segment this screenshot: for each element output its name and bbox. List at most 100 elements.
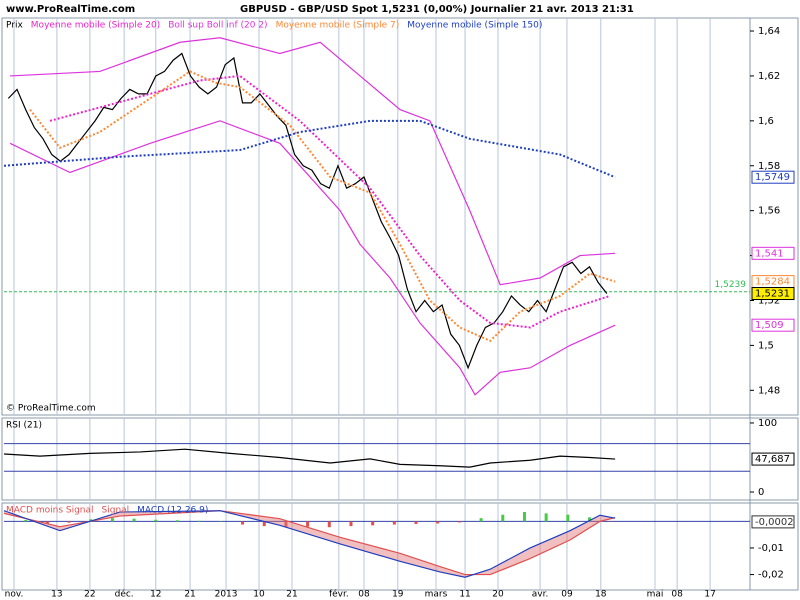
site-name: www.ProRealTime.com bbox=[6, 4, 135, 15]
level-label: 1,5239 bbox=[715, 280, 747, 290]
series-line bbox=[10, 37, 616, 286]
histogram-bar bbox=[501, 514, 505, 522]
x-tick-label: mars bbox=[425, 590, 448, 600]
y-tick-label: 1,56 bbox=[758, 206, 780, 217]
histogram-bar bbox=[219, 521, 223, 522]
series-line bbox=[3, 510, 616, 576]
panel-frame bbox=[1, 417, 799, 501]
histogram-bar bbox=[154, 519, 158, 522]
legend-entry: MACD moins Signal bbox=[6, 506, 94, 516]
y-tick-label: -0,02 bbox=[758, 570, 784, 581]
x-tick-label: 21 bbox=[286, 590, 297, 600]
histogram-bar bbox=[349, 521, 353, 527]
value-marker bbox=[751, 246, 795, 260]
histogram-bar bbox=[327, 521, 331, 528]
panel-frame bbox=[1, 17, 799, 416]
histogram-bar bbox=[284, 521, 288, 528]
x-tick-label: 21 bbox=[184, 590, 195, 600]
histogram-bar bbox=[306, 521, 310, 527]
x-tick-label: 11 bbox=[459, 590, 470, 600]
series-line bbox=[3, 448, 616, 468]
value-marker-label: 1,5284 bbox=[755, 277, 790, 288]
x-tick-label: 18 bbox=[595, 590, 607, 600]
histogram-bar bbox=[436, 521, 440, 524]
x-tick-label: avr. bbox=[532, 590, 549, 600]
y-tick-label: 1,52 bbox=[758, 295, 780, 306]
histogram-bar bbox=[67, 521, 71, 523]
histogram-bar bbox=[89, 519, 93, 522]
x-tick-label: 19 bbox=[392, 590, 404, 600]
histogram-bar bbox=[197, 520, 201, 522]
histogram-bar bbox=[522, 512, 526, 522]
series-line bbox=[49, 74, 611, 329]
value-marker-label: 47,687 bbox=[755, 454, 790, 465]
x-tick-label: 22 bbox=[84, 590, 95, 600]
histogram-bar bbox=[414, 521, 418, 525]
x-tick-label: 17 bbox=[704, 590, 715, 600]
y-tick-label: 1,62 bbox=[758, 71, 780, 82]
histogram-bar bbox=[262, 521, 266, 527]
histogram-bar bbox=[588, 517, 592, 522]
x-tick-label: 20 bbox=[492, 590, 504, 600]
legend-entry: RSI (21) bbox=[6, 421, 42, 431]
x-tick-label: 08 bbox=[358, 590, 370, 600]
panel-frame bbox=[1, 502, 799, 591]
series-line bbox=[3, 510, 616, 578]
x-tick-label: déc. bbox=[115, 589, 134, 600]
value-marker bbox=[751, 287, 795, 301]
y-tick-label: 0 bbox=[758, 487, 764, 498]
credit: © ProRealTime.com bbox=[6, 404, 96, 414]
x-tick-label: 08 bbox=[671, 590, 683, 600]
y-tick-label: 100 bbox=[758, 418, 777, 429]
x-tick-label: mai bbox=[647, 590, 664, 600]
histogram-bar bbox=[24, 520, 28, 522]
y-tick-label: 1,6 bbox=[758, 116, 774, 127]
histogram-bar bbox=[175, 520, 179, 522]
x-tick-label: 12 bbox=[150, 590, 161, 600]
value-marker bbox=[751, 318, 795, 332]
value-marker bbox=[751, 515, 795, 529]
histogram-bar bbox=[132, 518, 136, 522]
value-marker-label: 1,541 bbox=[755, 248, 784, 259]
series-line bbox=[7, 52, 608, 370]
histogram-bar bbox=[544, 513, 548, 522]
legend-entry: Moyenne mobile (Simple 150) bbox=[407, 21, 542, 31]
value-marker-label: -0,0002 bbox=[755, 517, 794, 528]
value-marker-label: 1,5749 bbox=[755, 172, 790, 183]
histogram-bar bbox=[566, 514, 570, 522]
histogram-bar bbox=[371, 521, 375, 526]
y-tick-label: 1,48 bbox=[758, 385, 780, 396]
legend-entry: Boll sup Boll inf (20 2) bbox=[168, 21, 267, 31]
histogram-bar bbox=[241, 521, 245, 525]
y-tick-label: 1,64 bbox=[758, 26, 780, 37]
histogram-bar bbox=[479, 518, 483, 522]
y-tick-label: -0,01 bbox=[758, 543, 784, 554]
histogram-bar bbox=[457, 521, 461, 523]
y-tick-label: 1,58 bbox=[758, 161, 780, 172]
legend-entry: Signal bbox=[102, 506, 130, 516]
value-marker bbox=[751, 452, 795, 466]
x-tick-label: 2013 bbox=[215, 590, 238, 600]
legend-entry: MACD (12 26 9) bbox=[137, 506, 208, 516]
y-tick-label: 1,5 bbox=[758, 340, 774, 351]
x-tick-label: 09 bbox=[561, 590, 573, 600]
histogram-bar bbox=[392, 521, 396, 525]
x-tick-label: févr. bbox=[329, 589, 349, 600]
value-marker-label: 1,5231 bbox=[755, 289, 790, 300]
series-line bbox=[3, 119, 616, 179]
series-line bbox=[9, 120, 616, 396]
histogram-bar bbox=[110, 518, 114, 522]
histogram-bar bbox=[45, 521, 49, 524]
histogram-bar bbox=[609, 521, 613, 522]
value-marker bbox=[751, 170, 795, 184]
value-marker-label: 1,509 bbox=[755, 320, 784, 331]
legend-entry: Moyenne mobile (Simple 7) bbox=[276, 21, 400, 31]
series-line bbox=[29, 70, 616, 343]
chart-title: GBPUSD - GBP/USD Spot 1,5231 (0,00%) Jou… bbox=[240, 4, 634, 15]
x-tick-label: 10 bbox=[253, 590, 265, 600]
x-tick-label: 13 bbox=[51, 590, 62, 600]
x-tick-label: nov. bbox=[5, 590, 24, 600]
legend-entry: Moyenne mobile (Simple 20) bbox=[31, 21, 160, 31]
legend-entry: Prix bbox=[6, 21, 23, 31]
